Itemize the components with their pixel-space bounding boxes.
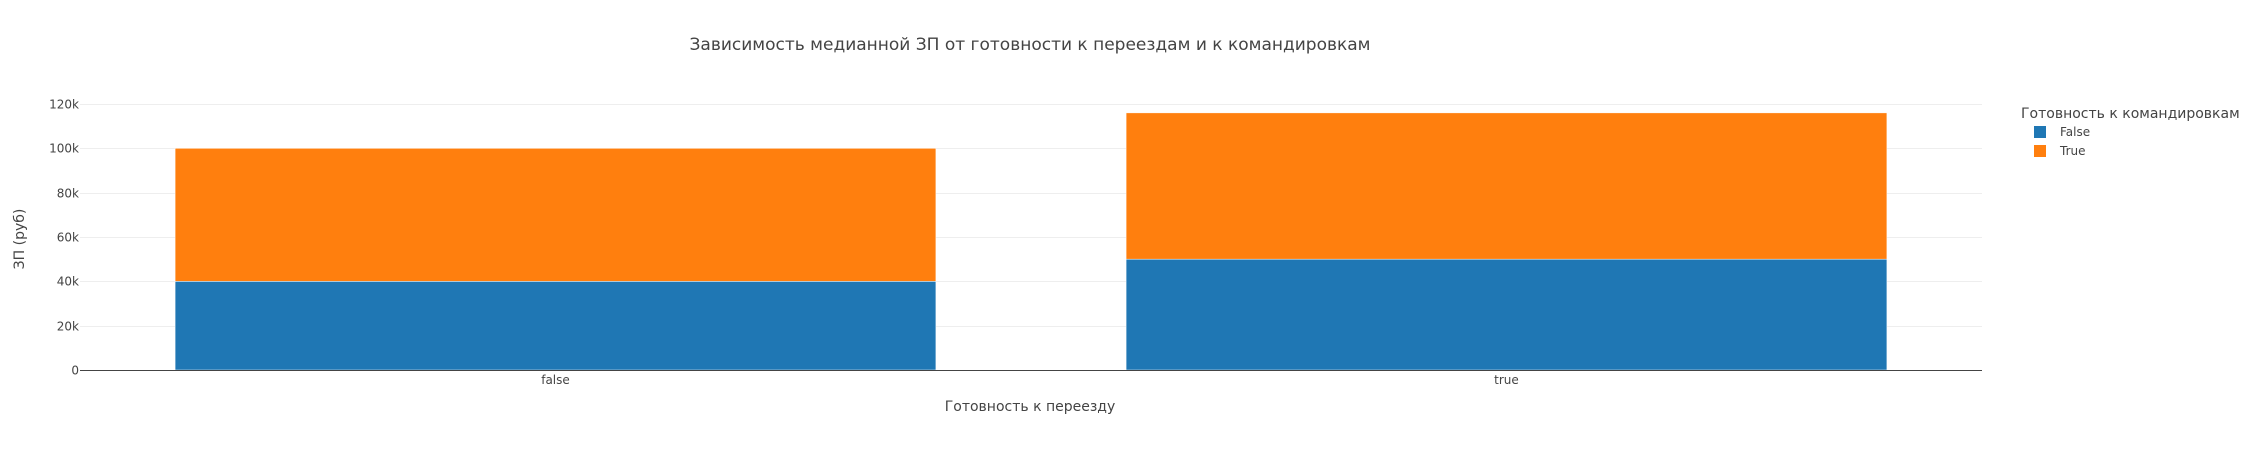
legend-items: False True	[2034, 125, 2090, 158]
bar-true-false	[174, 148, 937, 282]
bar-false-true	[1125, 258, 1888, 371]
axes-layer: 0 20k 40k 60k 80k 100k 120k false true	[49, 98, 1982, 387]
x-tick-label: false	[541, 373, 570, 387]
legend-label: False	[2060, 125, 2090, 139]
y-axis-title: ЗП (руб)	[12, 209, 28, 270]
legend: Готовность к командировкам False True	[2021, 106, 2240, 158]
legend-swatch	[2034, 126, 2046, 138]
legend-swatch	[2034, 145, 2046, 157]
y-tick-label: 100k	[49, 142, 79, 156]
y-tick-label: 0	[71, 364, 79, 378]
y-tick-label: 60k	[57, 231, 79, 245]
chart-title: Зависимость медианной ЗП от готовности к…	[690, 35, 1371, 55]
y-tick-label: 120k	[49, 98, 79, 112]
x-axis-title: Готовность к переезду	[945, 399, 1116, 415]
bars-layer	[174, 112, 1888, 371]
x-tick-label: true	[1494, 373, 1519, 387]
legend-label: True	[2059, 144, 2086, 158]
legend-item: False	[2034, 125, 2090, 139]
bar-false-false	[174, 281, 937, 371]
y-tick-label: 40k	[57, 275, 79, 289]
y-tick-label: 20k	[57, 320, 79, 334]
bar-true-true	[1125, 112, 1888, 260]
legend-item: True	[2034, 144, 2086, 158]
legend-title: Готовность к командировкам	[2021, 106, 2240, 122]
y-tick-label: 80k	[57, 187, 79, 201]
